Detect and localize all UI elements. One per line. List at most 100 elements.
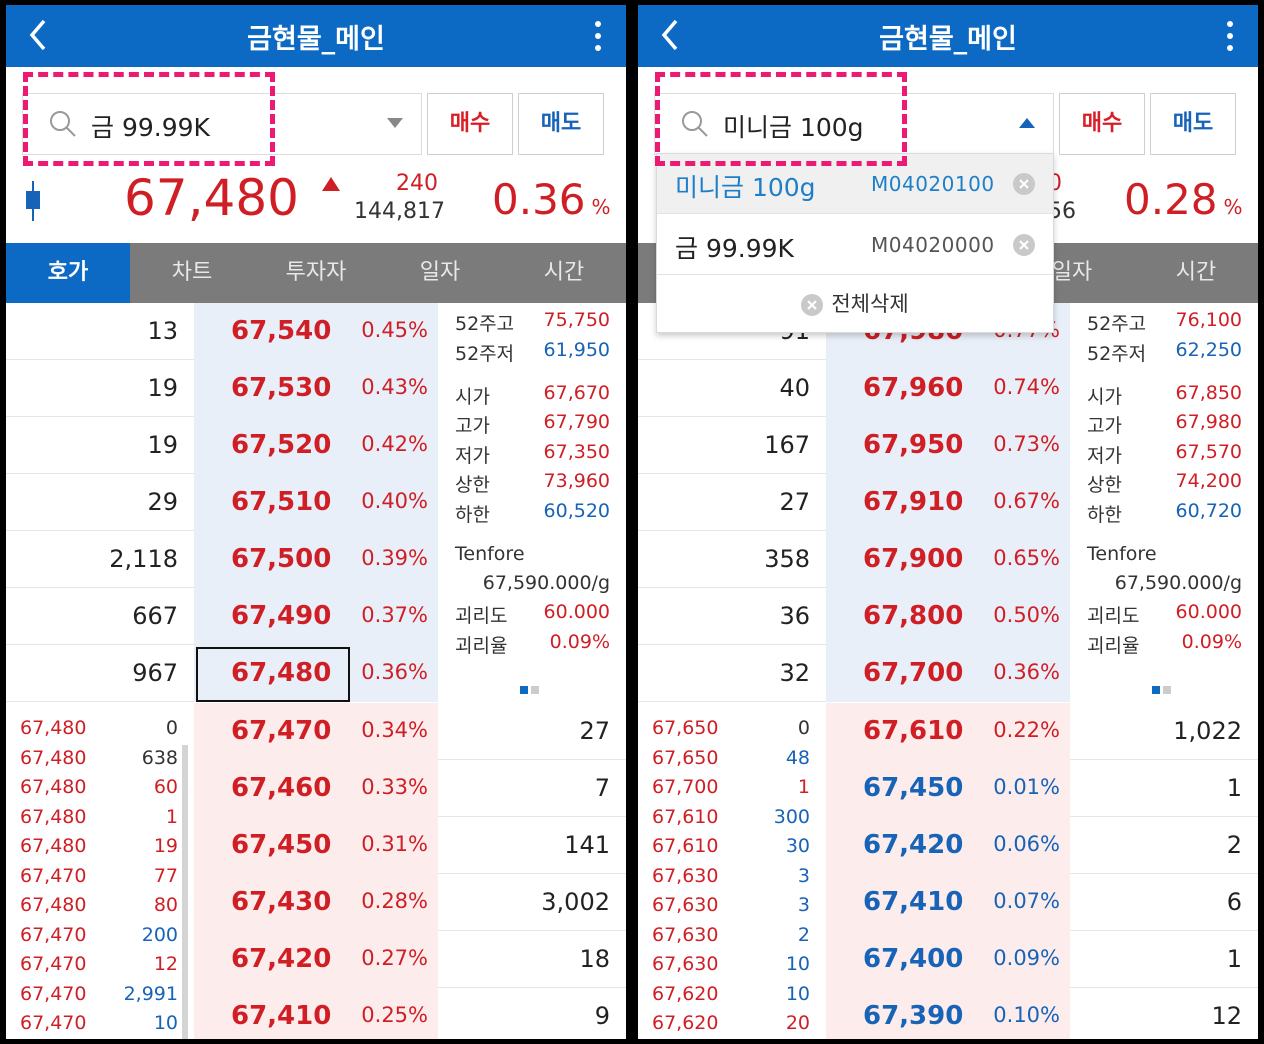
ask-price: 67,520 [231, 430, 332, 460]
ask-rate: 0.45% [361, 318, 428, 342]
scrollbar[interactable] [182, 745, 188, 1039]
ask-rate: 0.40% [361, 489, 428, 513]
bid-rate: 0.10% [993, 1003, 1060, 1027]
tick-volume: 48 [785, 746, 810, 769]
tick-row: 67,480 60 [6, 772, 196, 802]
page-indicator[interactable] [520, 679, 542, 698]
info-value: 60,520 [543, 500, 610, 522]
ask-row[interactable]: 36 67,800 0.50% [638, 588, 1258, 645]
more-menu-icon[interactable] [592, 19, 604, 53]
bid-row[interactable]: 67,460 0.33% 7 [6, 760, 626, 817]
ask-price: 67,950 [863, 430, 964, 460]
bid-row[interactable]: 67,430 0.28% 3,002 [6, 874, 626, 931]
tab-chart[interactable]: 차트 [171, 260, 213, 285]
tick-row: 67,610 300 [638, 802, 828, 832]
buy-button[interactable]: 매수 [1059, 93, 1145, 155]
bid-qty: 1 [1226, 945, 1242, 973]
bid-rate: 0.07% [993, 889, 1060, 913]
tab-time[interactable]: 시간 [543, 260, 585, 285]
ask-qty: 967 [132, 659, 178, 687]
tick-row: 67,620 20 [638, 1008, 828, 1038]
tick-row: 67,480 80 [6, 890, 196, 920]
change-rate: 0.36% [492, 175, 611, 224]
bid-row[interactable]: 67,410 0.07% 6 [638, 874, 1258, 931]
ask-row[interactable]: 2,118 67,500 0.39% [6, 531, 626, 588]
tick-price: 67,610 [652, 835, 719, 857]
bid-row[interactable]: 67,390 0.10% 12 [638, 988, 1258, 1039]
info-value: 67,670 [543, 382, 610, 404]
buy-button[interactable]: 매수 [427, 93, 513, 155]
product-search-select[interactable]: 금 99.99K [22, 93, 422, 155]
ask-row[interactable]: 40 67,960 0.74% [638, 360, 1258, 417]
info-value: 67,850 [1175, 382, 1242, 404]
clear-all-label: 전체삭제 [831, 292, 909, 316]
highlight-box [23, 72, 275, 166]
chevron-down-icon[interactable] [387, 118, 403, 128]
tab-daily[interactable]: 일자 [1051, 260, 1093, 285]
tick-volume: 10 [153, 1012, 178, 1034]
bid-row[interactable]: 67,450 0.01% 1 [638, 760, 1258, 817]
bid-price: 67,450 [863, 773, 964, 803]
dropdown-item-code: M04020000 [871, 233, 995, 257]
ask-rate: 0.67% [993, 489, 1060, 513]
tick-row: 67,470 200 [6, 920, 196, 950]
tab-daily[interactable]: 일자 [419, 260, 461, 285]
ask-row[interactable]: 358 67,900 0.65% [638, 531, 1258, 588]
clear-all-button[interactable]: 전체삭제 [657, 276, 1053, 332]
tick-row: 67,620 10 [638, 979, 828, 1009]
tick-list[interactable]: 67,480 0 67,480 638 67,480 60 67,480 1 67,48… [6, 703, 194, 1039]
volume: 144,817 [354, 199, 445, 224]
ask-row[interactable]: 19 67,530 0.43% [6, 360, 626, 417]
ask-rate: 0.74% [993, 375, 1060, 399]
ask-row[interactable]: 667 67,490 0.37% [6, 588, 626, 645]
sell-button[interactable]: 매도 [518, 93, 604, 155]
chevron-up-icon[interactable] [1019, 118, 1035, 128]
more-menu-icon[interactable] [1224, 19, 1236, 53]
tab-time[interactable]: 시간 [1175, 260, 1217, 285]
ask-qty: 36 [779, 602, 810, 630]
tick-row: 67,700 1 [638, 772, 828, 802]
dropdown-item[interactable]: 금 99.99K M04020000 [657, 215, 1053, 275]
bid-row[interactable]: 67,420 0.27% 18 [6, 931, 626, 988]
up-arrow-icon [322, 177, 340, 191]
bid-row[interactable]: 67,450 0.31% 141 [6, 817, 626, 874]
product-search-select[interactable]: 미니금 100g [654, 93, 1054, 155]
tick-price: 67,620 [652, 1012, 719, 1034]
sell-button[interactable]: 매도 [1150, 93, 1236, 155]
info-label: 저가 [1087, 445, 1122, 467]
tick-volume: 10 [785, 953, 810, 975]
tab-orderbook[interactable]: 호가 [6, 243, 130, 303]
ask-row[interactable]: 167 67,950 0.73% [638, 417, 1258, 474]
ask-row[interactable]: 13 67,540 0.45% [6, 303, 626, 360]
bid-row[interactable]: 67,410 0.25% 9 [6, 988, 626, 1039]
remove-item-icon[interactable] [1013, 173, 1035, 195]
tab-investor[interactable]: 투자자 [285, 260, 347, 285]
ask-row[interactable]: 19 67,520 0.42% [6, 417, 626, 474]
ask-row[interactable]: 967 67,480 0.36% [6, 645, 626, 702]
bid-row[interactable]: 67,610 0.22% 1,022 [638, 703, 1258, 760]
tick-volume: 77 [153, 864, 178, 887]
tick-volume: 1 [797, 776, 810, 798]
tick-list[interactable]: 67,650 0 67,650 48 67,700 1 67,610 300 67,61… [638, 703, 826, 1039]
bid-rate: 0.01% [993, 775, 1060, 799]
bid-row[interactable]: 67,400 0.09% 1 [638, 931, 1258, 988]
ask-rate: 0.65% [993, 546, 1060, 570]
ask-price: 67,800 [863, 601, 964, 631]
tick-row: 67,610 30 [638, 831, 828, 861]
bid-row[interactable]: 67,470 0.34% 27 [6, 703, 626, 760]
bid-price: 67,450 [231, 830, 332, 860]
back-arrow-icon[interactable] [654, 15, 688, 55]
tick-volume: 2 [797, 923, 810, 946]
ask-qty: 2,118 [109, 545, 178, 573]
bid-qty: 6 [1226, 888, 1242, 916]
back-arrow-icon[interactable] [22, 15, 56, 55]
tick-volume: 2,991 [123, 982, 178, 1005]
remove-item-icon[interactable] [1013, 234, 1035, 256]
tick-volume: 1 [165, 805, 178, 828]
bid-row[interactable]: 67,420 0.06% 2 [638, 817, 1258, 874]
page-indicator[interactable] [1152, 679, 1174, 698]
ask-row[interactable]: 32 67,700 0.36% [638, 645, 1258, 702]
ask-row[interactable]: 27 67,910 0.67% [638, 474, 1258, 531]
bid-qty: 3,002 [541, 888, 610, 916]
ask-row[interactable]: 29 67,510 0.40% [6, 474, 626, 531]
